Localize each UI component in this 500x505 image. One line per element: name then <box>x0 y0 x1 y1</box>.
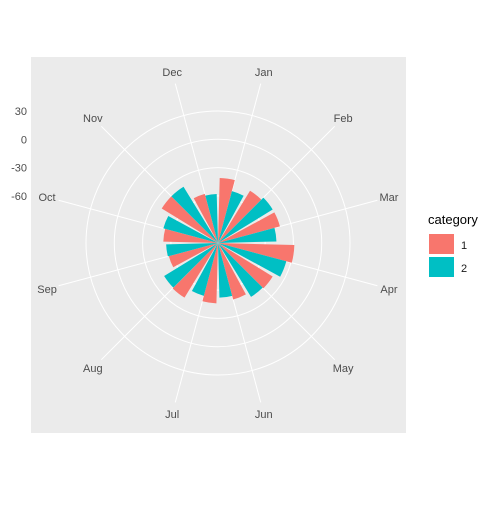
grid-circle-0 <box>113 138 323 348</box>
bar-series2-feb <box>218 197 273 243</box>
bar-series2-nov <box>171 186 218 243</box>
bar-series1-apr <box>218 243 295 263</box>
bar-series1-jul <box>202 243 218 304</box>
bar-series1-dec <box>193 193 218 243</box>
bar-series2-jun <box>218 243 233 298</box>
legend-title: category <box>428 212 478 227</box>
legend-key-2 <box>429 257 454 277</box>
month-label-sep: Sep <box>37 284 57 296</box>
bar-series1-mar <box>218 212 280 243</box>
month-label-nov: Nov <box>83 113 103 125</box>
month-label-dec: Dec <box>162 67 182 79</box>
bar-series2-mar <box>218 227 277 243</box>
month-label-apr: Apr <box>380 284 397 296</box>
bar-series2-may <box>218 243 263 297</box>
bar-series1-oct <box>163 228 218 243</box>
grid-circle-30 <box>85 110 351 376</box>
y-tick-label-neg60: -60 <box>11 191 27 203</box>
x-tick-labels: Jan Feb Mar Apr May Jun Jul Aug Sep Oct Nov Dec <box>37 67 399 421</box>
legend-label-1: 1 <box>461 240 467 252</box>
legend: category 1 2 <box>428 212 478 277</box>
bar-series1-may <box>218 243 273 289</box>
month-label-jul: Jul <box>165 409 179 421</box>
legend-label-2: 2 <box>461 263 467 275</box>
bar-series1-jun <box>218 243 246 300</box>
bar-series1-feb <box>218 190 262 243</box>
bar-series1-nov <box>161 196 218 243</box>
month-label-may: May <box>333 363 354 375</box>
y-tick-label-neg30: -30 <box>11 163 27 175</box>
month-label-oct: Oct <box>38 192 55 204</box>
bar-series2-oct <box>163 216 218 243</box>
grid-circle-neg60 <box>170 195 266 291</box>
y-tick-label-30: 30 <box>15 106 27 118</box>
month-label-feb: Feb <box>334 113 353 125</box>
y-tick-labels: 30 0 -30 -60 <box>11 106 27 203</box>
month-label-aug: Aug <box>83 363 103 375</box>
month-label-jan: Jan <box>255 67 273 79</box>
month-label-jun: Jun <box>255 409 273 421</box>
bar-series1-aug <box>172 243 218 298</box>
bar-series2-jul <box>191 243 218 296</box>
grid-circle-neg30 <box>142 167 294 319</box>
bar-series1-jan <box>218 177 235 243</box>
bar-series2-jan <box>218 191 244 243</box>
bar-series2-aug <box>164 243 218 288</box>
legend-key-1 <box>429 234 454 254</box>
bar-layer <box>161 177 295 304</box>
bar-series2-dec <box>205 193 218 243</box>
bar-series2-sep <box>166 243 218 257</box>
y-tick-label-0: 0 <box>21 134 27 146</box>
bar-series1-sep <box>168 243 218 268</box>
bar-series2-apr <box>218 243 287 277</box>
radial-gridline-oct <box>58 199 219 244</box>
month-label-mar: Mar <box>379 192 398 204</box>
